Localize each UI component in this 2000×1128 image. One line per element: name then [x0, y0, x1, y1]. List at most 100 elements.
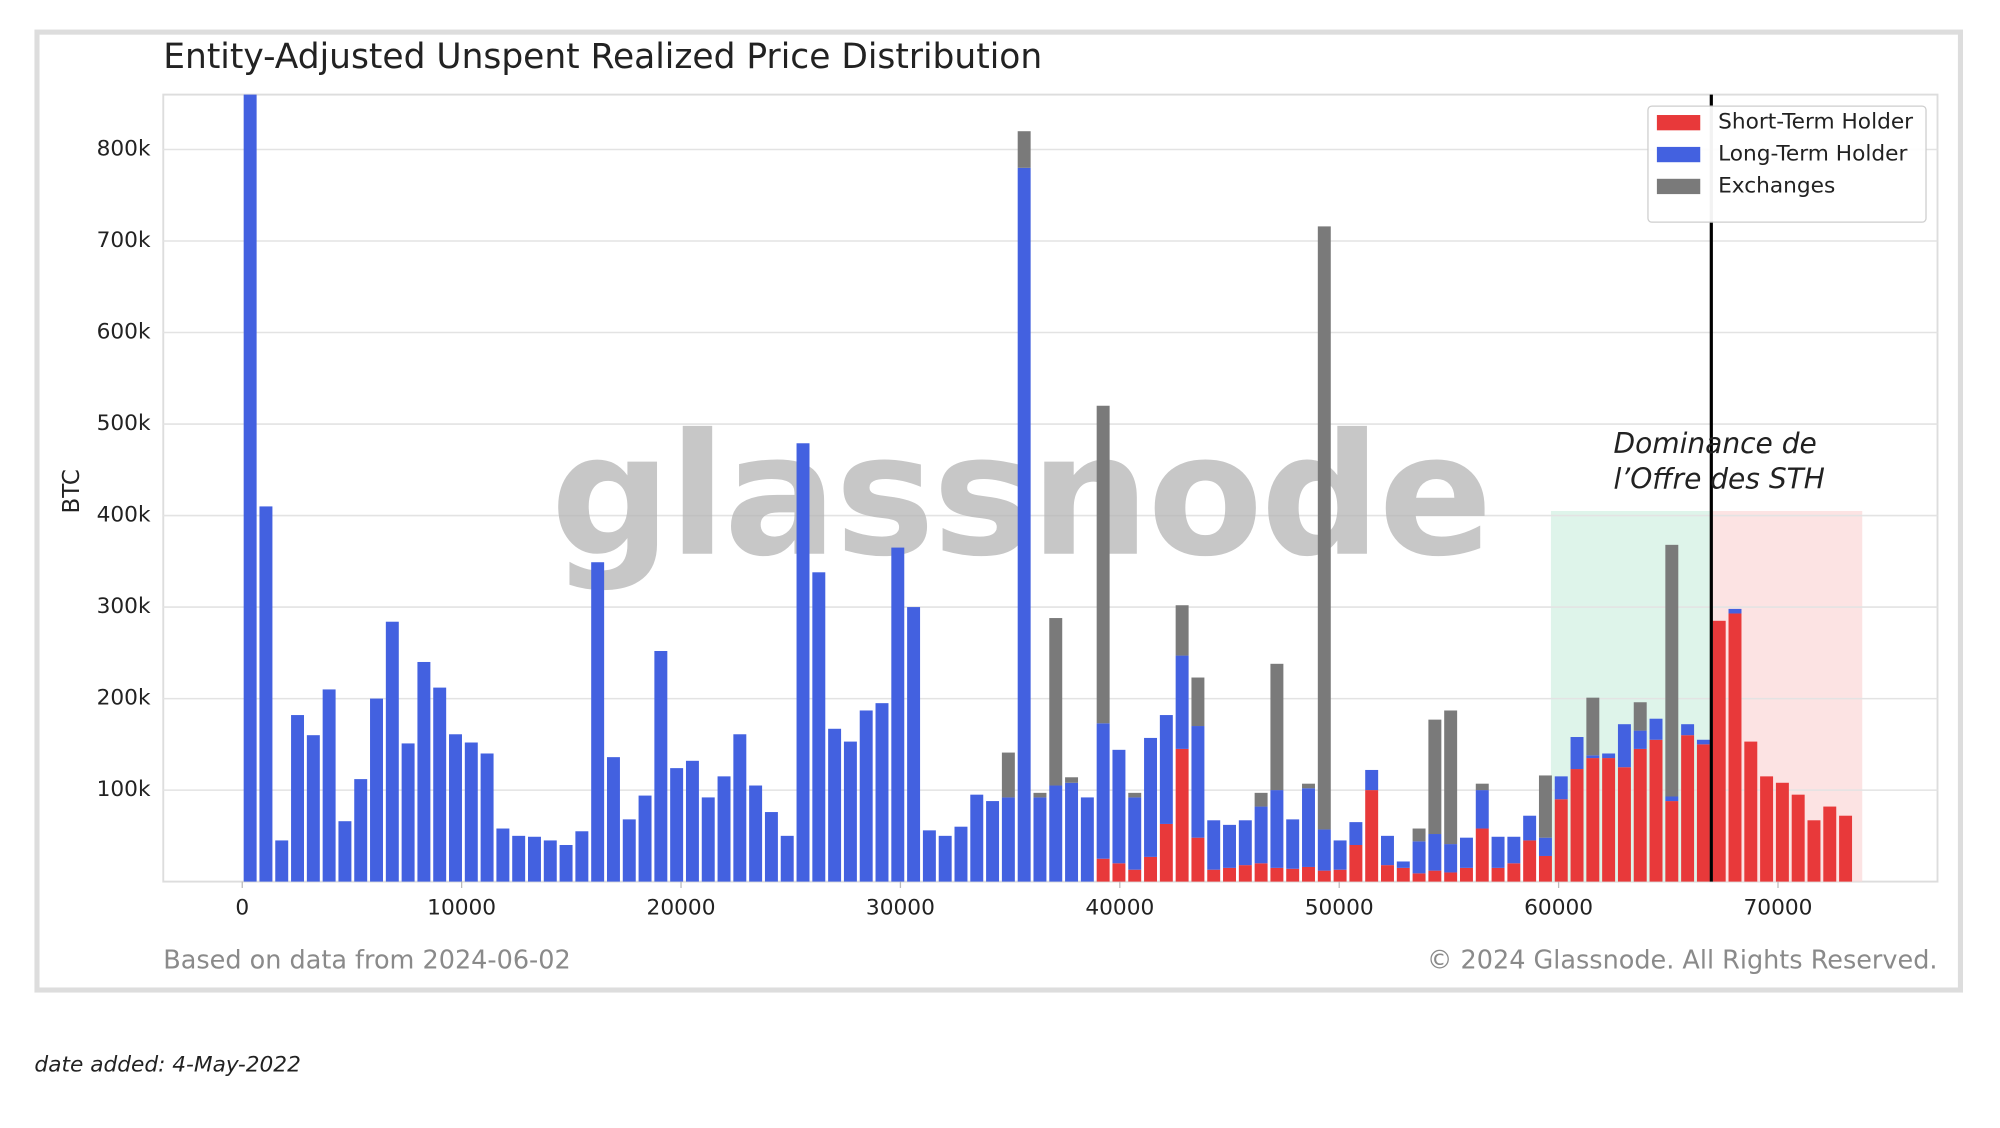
bar-segment [843, 741, 857, 882]
bar-segment [1823, 806, 1837, 882]
bar-segment [922, 830, 936, 882]
bar-segment [1839, 815, 1853, 882]
bar-segment [1175, 748, 1189, 882]
bar-segment [796, 443, 810, 882]
bar-segment [1001, 797, 1015, 882]
bar-segment [1665, 796, 1679, 802]
axes: 100k 200k 300k 400k 500k 600k 700k 800k 0 10000 20… [97, 94, 1813, 920]
bar-segment [891, 547, 905, 882]
source-note: Based on data from 2024-06-02 [163, 945, 570, 975]
bar-segment [1649, 718, 1663, 740]
bar-segment [1223, 867, 1236, 882]
y-tick-label: 800k [97, 137, 151, 162]
bar-segment [528, 836, 541, 882]
y-tick-label: 400k [97, 503, 151, 528]
x-tick-label: 70000 [1744, 895, 1813, 920]
bar-segment [1586, 755, 1600, 759]
bar-segment [1317, 226, 1331, 830]
bar-segment [1602, 753, 1616, 759]
bar-segment [701, 797, 715, 882]
bar-segment [1017, 131, 1031, 168]
bar-segment [685, 760, 699, 882]
bar-segment [1791, 794, 1805, 882]
bar-segment [1728, 613, 1742, 882]
bar-segment [1286, 868, 1300, 882]
bar-segment [1744, 741, 1758, 882]
bar-segment [1207, 820, 1221, 870]
bar-segment [1302, 788, 1315, 867]
bar-segment [1428, 870, 1442, 882]
bar-segment [828, 728, 842, 882]
bar-segment [780, 835, 794, 882]
bar-segment [1617, 767, 1631, 882]
bar-segment [1049, 785, 1063, 882]
bar-segment [622, 819, 636, 882]
legend-box [1647, 105, 1927, 223]
bar-segment [1665, 801, 1679, 882]
bar-segment [417, 661, 431, 882]
x-tick-label: 0 [235, 895, 249, 920]
bar-segment [1128, 869, 1142, 882]
bar-segment [1649, 739, 1663, 882]
bar-segment [1523, 840, 1537, 882]
bar-segment [1475, 790, 1489, 829]
bar-segment [1665, 544, 1679, 797]
x-tick-label: 10000 [427, 895, 496, 920]
bar-segment [812, 572, 826, 882]
bar-segment [1144, 856, 1158, 882]
bar-segment [1254, 806, 1268, 864]
bar-segment [1570, 737, 1584, 770]
bar-segment [1254, 792, 1268, 807]
bar-segment [543, 840, 557, 882]
bar-segment [670, 768, 684, 882]
bar-segment [606, 757, 620, 882]
bar-segment [1080, 797, 1094, 882]
bar-segment [559, 844, 573, 882]
bar-segment [1523, 815, 1537, 841]
bar-segment [1617, 724, 1631, 768]
bar-segment [370, 698, 383, 882]
legend: Short-Term Holder Long-Term Holder Exchang… [1647, 105, 1927, 223]
bar-segment [1696, 744, 1710, 882]
bar-segment [338, 821, 352, 882]
bar-segment [291, 715, 305, 882]
bar-segment [1096, 858, 1110, 882]
y-tick-label: 600k [97, 320, 151, 345]
bar-segment [1396, 861, 1410, 868]
bar-segment [1681, 735, 1695, 882]
bar-segment [1317, 829, 1331, 871]
bar-segment [275, 840, 289, 882]
annotation-line: Dominance de [1614, 427, 1817, 460]
x-tick-label: 40000 [1085, 895, 1154, 920]
bar-segment [1475, 783, 1489, 791]
bar-segment [1538, 775, 1552, 838]
bar-segment [1096, 405, 1110, 724]
bar-segment [1365, 790, 1379, 882]
bar-segment [1191, 677, 1205, 727]
bar-segment [1223, 824, 1236, 868]
bar-segment [1049, 618, 1063, 786]
bar-segment [1365, 769, 1379, 791]
bar-segment [1681, 724, 1695, 736]
copyright: © 2024 Glassnode. All Rights Reserved. [1427, 945, 1938, 975]
x-tick-label: 20000 [647, 895, 716, 920]
bar-segment [638, 795, 652, 882]
bar-segment [1570, 769, 1584, 882]
bar-segment [970, 794, 984, 882]
bar-segment [1017, 167, 1031, 882]
bar-segment [1112, 749, 1126, 864]
bar-segment [306, 735, 320, 882]
y-axis-label: BTC [59, 469, 85, 513]
bar-segment [575, 831, 589, 882]
bar-segment [1712, 620, 1726, 882]
bar-segment [1001, 752, 1015, 798]
bar-segment [1491, 867, 1505, 882]
annotation-line: l’Offre des STH [1614, 463, 1825, 496]
bar-segment [954, 826, 968, 882]
bar-segment [1475, 828, 1489, 882]
legend-label: Long-Term Holder [1718, 142, 1907, 167]
bar-segment [1381, 835, 1394, 866]
bar-segment [1396, 867, 1410, 882]
y-tick-label: 200k [97, 686, 151, 711]
bar-segment [654, 650, 668, 882]
